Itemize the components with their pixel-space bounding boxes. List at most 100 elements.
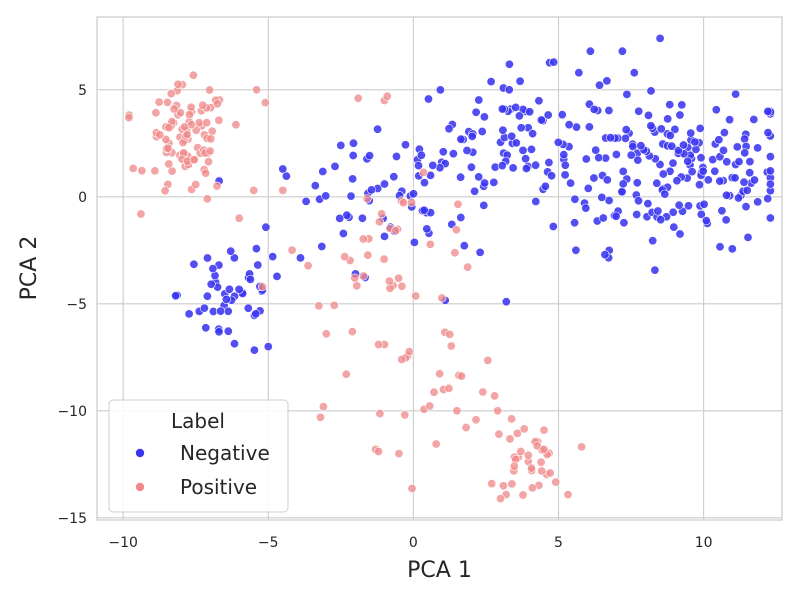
point-positive [164,123,174,133]
point-negative [479,112,489,122]
point-negative [636,141,646,151]
point-negative [216,306,226,316]
tick-labels: −10 −5 0 5 10 −15 −10 −5 0 5 [57,83,712,551]
point-negative [531,197,541,207]
point-positive [137,166,147,176]
point-positive [527,483,537,493]
point-negative [648,236,658,246]
point-negative [742,185,752,195]
point-negative [721,215,731,225]
point-negative [763,128,773,138]
point-positive [377,209,387,219]
point-positive [551,477,561,487]
point-negative [413,161,423,171]
point-positive [425,239,435,249]
point-negative [497,161,507,171]
point-positive [278,185,288,195]
point-negative [245,274,255,284]
point-negative [732,142,742,152]
point-negative [711,105,721,115]
point-positive [234,213,244,223]
point-positive [260,98,270,108]
point-negative [753,143,763,153]
point-negative [668,158,678,168]
data-points [124,33,775,504]
point-negative [622,89,632,99]
point-negative [508,163,518,173]
point-negative [646,86,656,96]
point-positive [373,446,383,456]
point-positive [375,409,385,419]
point-negative [348,174,358,184]
point-negative [589,173,599,183]
point-negative [672,176,682,186]
point-negative [741,202,751,212]
point-positive [507,479,517,489]
point-negative [600,250,610,260]
point-positive [452,406,462,416]
point-negative [677,100,687,110]
point-negative [536,115,546,125]
point-negative [653,206,663,216]
point-negative [598,213,608,223]
point-positive [352,281,362,291]
point-positive [373,339,383,349]
point-negative [547,171,557,181]
point-negative [606,133,616,143]
point-negative [199,303,209,313]
x-tick-label: −10 [108,535,138,551]
point-negative [633,155,643,165]
point-positive [563,490,573,500]
point-positive [509,461,519,471]
point-negative [480,178,490,188]
point-positive [523,450,533,460]
point-positive [161,134,171,144]
point-negative [419,205,429,215]
legend-marker-negative [135,448,145,458]
point-negative [373,124,383,134]
point-negative [646,121,656,131]
point-positive [379,254,389,264]
point-negative [703,175,713,185]
point-negative [714,135,724,145]
point-positive [202,118,212,128]
point-negative [765,179,775,189]
point-negative [721,190,731,200]
point-positive [545,468,555,478]
point-negative [419,178,429,188]
point-negative [660,189,670,199]
point-positive [353,93,363,103]
point-positive [201,168,211,178]
point-negative [695,123,705,133]
point-positive [429,387,439,397]
point-negative [618,166,628,176]
point-negative [691,144,701,154]
point-positive [382,91,392,101]
point-positive [163,143,173,153]
point-negative [462,146,472,156]
point-positive [362,194,372,204]
point-positive [577,442,587,452]
point-negative [486,77,496,87]
point-negative [675,110,685,120]
point-negative [683,201,693,211]
point-negative [739,177,749,187]
point-negative [584,122,594,132]
point-positive [206,134,216,144]
point-negative [574,68,584,78]
point-positive [202,194,212,204]
point-negative [497,104,507,114]
point-positive [189,155,199,165]
point-positive [444,383,454,393]
point-negative [226,246,236,256]
point-positive [518,490,528,500]
point-positive [249,185,259,195]
point-negative [698,166,708,176]
point-negative [391,152,401,162]
point-positive [160,186,170,196]
point-negative [444,124,454,134]
point-negative [745,168,755,178]
point-negative [634,106,644,116]
point-positive [397,354,407,364]
